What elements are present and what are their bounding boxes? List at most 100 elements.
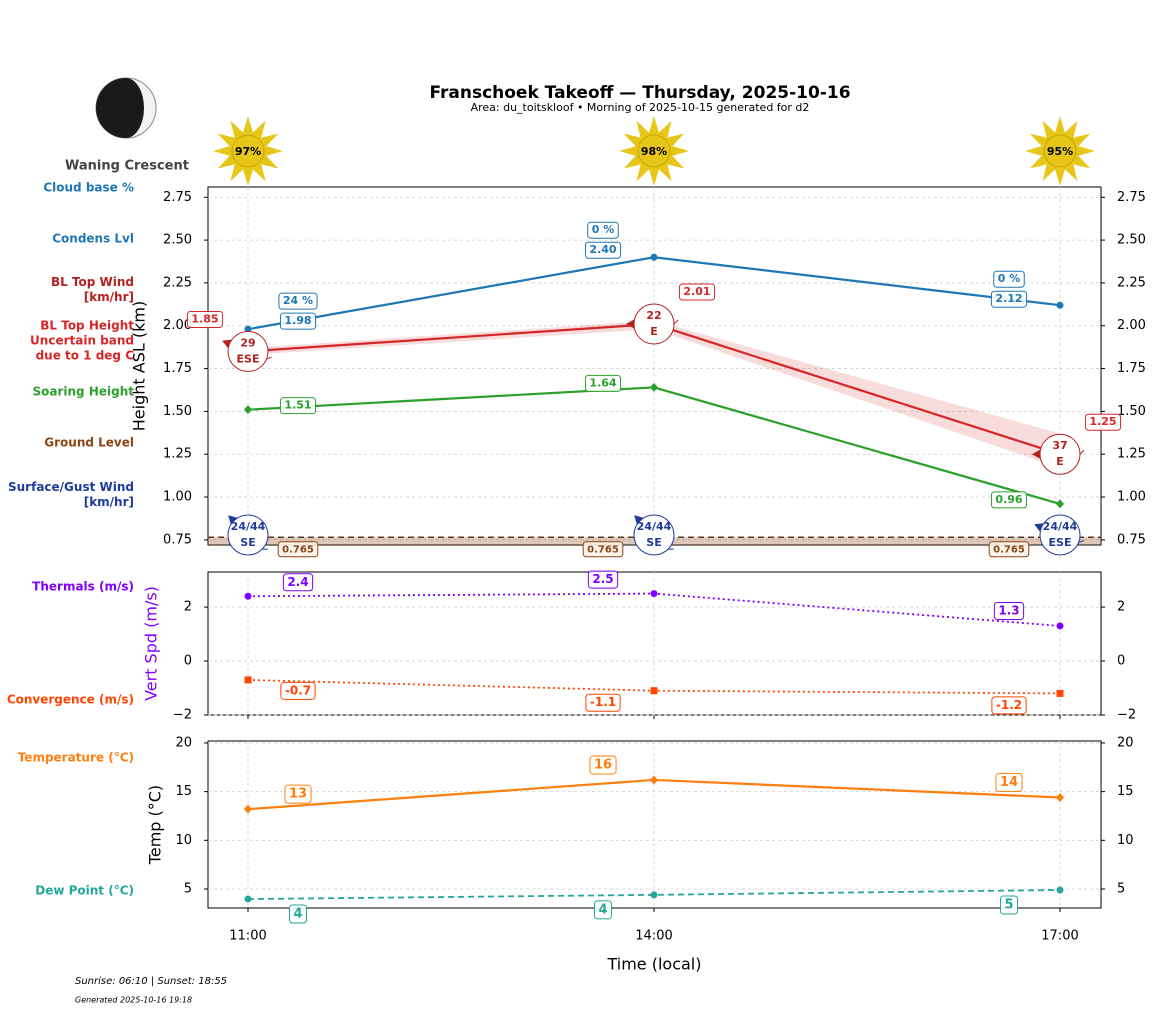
cloud-label-box [587,221,619,239]
y-tick-label: 2.00 [163,318,192,333]
wind-circle [227,330,269,372]
value-label: 1.25 [1089,415,1116,428]
sun-label: 95% [1047,145,1073,158]
legend-label: Soaring Height [32,384,135,399]
value-label-box [280,681,316,700]
y-tick-label: 1.00 [163,490,192,505]
value-label-box [999,895,1019,915]
value-label: 14 [1000,775,1018,790]
y-tick-label-right: 1.00 [1117,490,1146,505]
uncertainty-band [248,320,1060,468]
x-tick-label: 14:00 [635,929,672,944]
cloud-label: 0 % [998,272,1021,285]
value-label: 4 [293,907,302,922]
value-label: 5 [1004,897,1013,912]
value-label: -1.2 [996,698,1022,712]
value-label-box [584,374,622,392]
value-label-box [993,601,1025,620]
data-point [1056,301,1064,309]
y-tick-label: 2.75 [163,190,192,205]
wind-arrow [626,319,635,330]
value-label: 4 [598,902,607,917]
generated-time: Generated 2025-10-16 19:18 [75,996,192,1005]
wind-circle [227,514,269,556]
series-line [247,889,1061,900]
cloud-label: 0 % [592,223,615,236]
y-axis-label: Height ASL (km) [130,301,149,431]
value-label: 1.51 [284,399,311,412]
chart-title: Franschoek Takeoff — Thursday, 2025-10-1… [429,83,850,103]
y-tick-label: 2.50 [163,233,192,248]
value-label: 2.5 [592,572,613,586]
y-tick-label: 5 [184,882,192,897]
data-point [650,891,658,899]
wind-direction: ESE [1049,536,1072,549]
value-label: 1.85 [191,312,218,325]
value-label: 16 [594,757,612,772]
legend-label: Temperature (°C) [17,750,134,765]
data-point [650,687,658,695]
data-point [650,590,658,598]
data-point [650,253,658,261]
wind-direction: SE [646,536,661,549]
legend-label: Surface/Gust Wind [km/hr] [8,480,134,509]
chart-subtitle: Area: du_toitskloof • Morning of 2025-10… [471,101,810,114]
value-label-box [186,310,224,328]
ground-label: 0.765 [587,544,619,555]
wind-arrow [222,339,233,349]
moon-phase: Waning Crescent [65,159,189,174]
data-point [1056,792,1064,802]
value-label: 2.4 [287,575,308,589]
y-tick-label: 15 [175,784,192,799]
cloud-label-box [993,270,1025,288]
ground-label-box [277,541,319,558]
data-point [244,676,252,684]
ground-label-box [582,541,624,558]
wind-speed: 29 [240,336,255,349]
value-label-box [284,784,312,804]
y-tick-label-right: 2.00 [1117,318,1146,333]
sun-disc [1043,134,1077,168]
data-point [1056,689,1064,697]
data-point [1056,886,1064,894]
wind-speed: 24/44 [637,520,672,533]
y-tick-label-right: 0.75 [1117,532,1146,547]
y-tick-label-right: 0 [1117,654,1125,669]
data-point [650,382,658,392]
cloud-label: 24 % [283,294,313,307]
sunrise-sunset: Sunrise: 06:10 | Sunset: 18:55 [75,976,227,987]
legend-label: BL Top Height Uncertain band due to 1 de… [30,318,134,363]
y-tick-label: 2.25 [163,275,192,290]
sun-label: 97% [235,145,261,158]
legend-label: Condens Lvl [52,231,134,246]
data-point [244,405,252,415]
wind-direction: ESE [237,352,260,365]
value-label-box [593,900,613,920]
y-tick-label-right: 2.75 [1117,190,1146,205]
legend-label: Thermals (m/s) [32,579,134,594]
y-tick-label-right: 2.50 [1117,233,1146,248]
wind-circle [633,514,675,556]
data-point [244,804,252,814]
value-label-box [990,491,1028,509]
wind-speed: 37 [1052,439,1067,452]
sun-disc [231,134,265,168]
legend-label: Dew Point (°C) [35,883,134,898]
wind-direction: E [1056,455,1064,468]
value-label: 2.01 [683,285,710,298]
y-tick-label-right: 15 [1117,784,1134,799]
y-tick-label-right: 2.25 [1117,275,1146,290]
wind-tail [1078,540,1084,544]
y-tick-label-right: 2 [1117,600,1125,615]
value-label: 2.12 [995,292,1022,305]
moon-icon [95,77,157,139]
legend-label: Ground Level [44,435,134,450]
value-label-box [990,290,1028,308]
y-tick-label-right: 1.25 [1117,447,1146,462]
value-label-box [288,904,308,924]
value-label-box [585,693,621,712]
value-label: 1.3 [998,603,1019,617]
